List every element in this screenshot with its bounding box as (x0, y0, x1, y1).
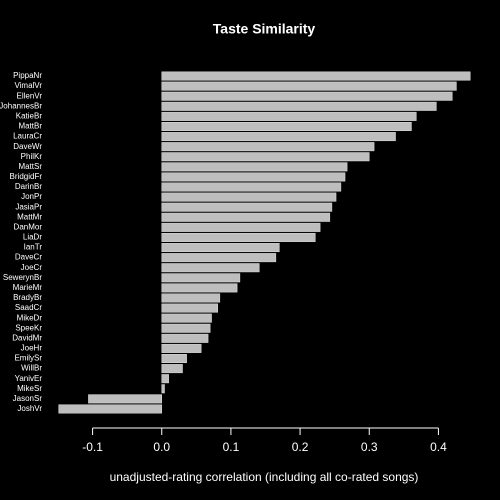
y-tick-label: SewerynBr (3, 273, 42, 282)
y-tick-label: LiaDr (23, 233, 42, 242)
y-tick-label: JoshVr (17, 404, 42, 413)
bar (161, 323, 211, 333)
bar (161, 222, 321, 232)
y-tick-label: MattMr (17, 212, 42, 221)
bar (161, 111, 417, 121)
bar (161, 374, 169, 384)
y-tick-label: KatieBr (16, 112, 43, 121)
y-tick-label: MikeDr (17, 313, 43, 322)
bar (161, 303, 219, 313)
y-tick-label: MarieMr (13, 283, 43, 292)
bar (88, 394, 162, 404)
bar (161, 152, 370, 162)
bar (161, 243, 280, 253)
y-tick-label: LauraCr (13, 132, 42, 141)
bar (161, 172, 346, 182)
bar (161, 253, 277, 263)
x-tick-label: 0.3 (361, 440, 378, 454)
y-tick-label: JohannesBr (0, 101, 42, 110)
bar (161, 212, 331, 222)
bar (161, 283, 238, 293)
y-tick-label: YanivEr (15, 374, 43, 383)
y-tick-label: SpeeKr (15, 323, 42, 332)
x-tick-label: 0.4 (430, 440, 447, 454)
bar (58, 404, 162, 414)
y-tick-label: JonPr (21, 192, 42, 201)
bar (161, 232, 316, 242)
y-tick-label: BridgidFr (10, 172, 43, 181)
y-tick-label: DaveCr (15, 253, 42, 262)
y-tick-label: DavidMr (12, 333, 42, 342)
y-tick-label: DarinBr (15, 182, 42, 191)
bar (161, 132, 396, 142)
y-tick-label: VimalVr (14, 81, 42, 90)
x-tick-label: 0.2 (292, 440, 309, 454)
bar (161, 192, 337, 202)
bar (161, 81, 457, 91)
y-tick-label: SaadCr (15, 303, 42, 312)
y-tick-label: JoeHr (21, 344, 43, 353)
y-tick-label: MikeSr (17, 384, 42, 393)
bar (161, 384, 165, 394)
bar (161, 91, 453, 101)
y-tick-label: BradyBr (13, 293, 42, 302)
y-tick-label: EmilySr (14, 354, 42, 363)
bar (161, 202, 333, 212)
y-tick-label: WillBr (21, 364, 42, 373)
y-tick-label: MattSr (18, 162, 42, 171)
y-tick-label: MattBr (18, 122, 42, 131)
bar (161, 354, 187, 364)
y-tick-label: PhilKr (21, 152, 43, 161)
bar (161, 182, 342, 192)
bar (161, 313, 212, 323)
bar (161, 273, 241, 283)
y-tick-label: DanMor (14, 222, 43, 231)
x-tick-label: 0.1 (223, 440, 240, 454)
chart-title: Taste Similarity (213, 21, 316, 37)
bar (161, 333, 209, 343)
y-tick-label: DaveWr (13, 142, 42, 151)
x-axis-label: unadjusted-rating correlation (including… (110, 470, 419, 484)
bar (161, 293, 221, 303)
bar (161, 142, 375, 152)
bar (161, 263, 260, 273)
bar (161, 121, 412, 131)
y-tick-label: JasiaPr (15, 202, 42, 211)
y-tick-label: EllenVr (17, 91, 43, 100)
x-tick-label: 0.0 (153, 440, 170, 454)
y-tick-label: IanTr (24, 243, 43, 252)
y-tick-label: JoeCr (21, 263, 43, 272)
y-tick-label: JasonSr (13, 394, 43, 403)
x-tick-label: -0.1 (82, 440, 103, 454)
bar (161, 101, 437, 111)
bar (161, 162, 348, 172)
y-tick-label: PippaNr (13, 71, 42, 80)
bar (161, 364, 183, 374)
bar (161, 71, 471, 81)
bar (161, 343, 202, 353)
